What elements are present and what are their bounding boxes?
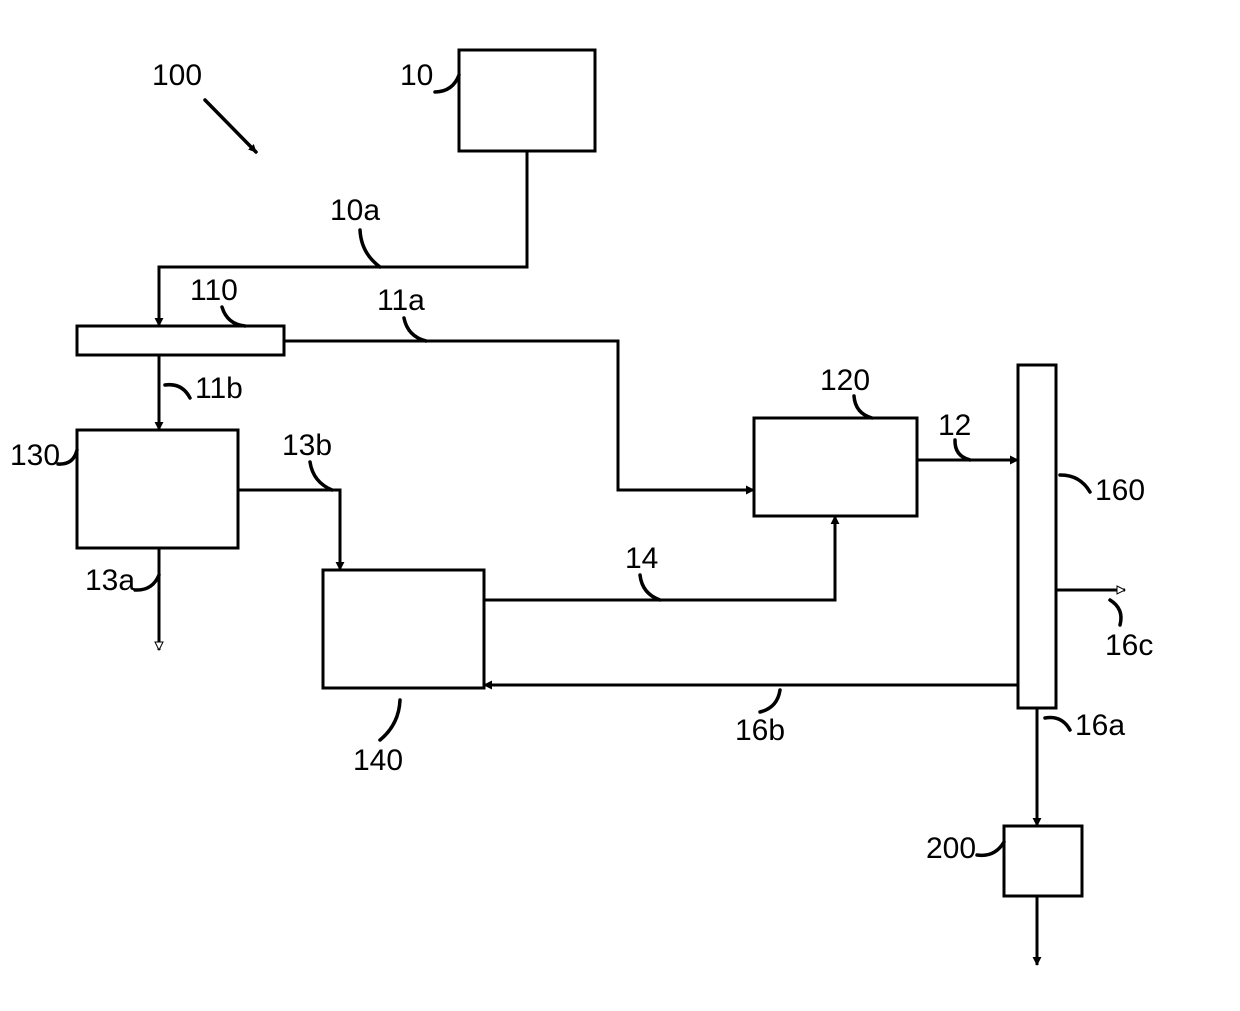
label-l13b: 13b [282,429,332,462]
node-n200 [1004,826,1082,896]
label-l16c: 16c [1105,629,1153,662]
label-l14: 14 [625,542,658,575]
label-l100: 100 [152,59,202,92]
leader-l16a [1045,717,1070,730]
label-l120: 120 [820,364,870,397]
label-l200: 200 [926,832,976,865]
leader-l110 [222,307,245,326]
node-n120 [754,418,917,516]
leader-l12 [955,440,970,460]
leader-l16b [760,690,780,712]
label-l16b: 16b [735,714,785,747]
leader-l120 [854,396,872,418]
label-l110: 110 [190,274,238,307]
label-l13a: 13a [85,564,135,597]
node-n160 [1018,365,1056,708]
leader-l100 [205,100,256,152]
label-l12: 12 [938,409,971,442]
node-n130 [77,430,238,548]
leader-l130 [58,450,77,464]
leader-l13b [310,462,332,490]
leader-l13a [135,575,159,590]
label-l160: 160 [1095,474,1145,507]
leader-l10 [435,75,459,92]
label-l10a: 10a [330,194,380,227]
node-n110 [77,326,284,355]
label-l16a: 16a [1075,709,1125,742]
node-n10 [459,50,595,151]
label-l140: 140 [353,744,403,777]
edge-e11a [284,341,754,490]
edge-e14 [484,516,835,600]
nodes-layer [77,50,1082,896]
leader-l10a [360,230,380,267]
label-l11b: 11b [195,372,243,405]
node-n140 [323,570,484,688]
leader-l11b [165,385,190,398]
leader-l160 [1060,475,1090,492]
leader-l200 [977,842,1004,855]
edge-e13b [238,490,340,570]
leader-l11a [404,318,426,341]
labels-layer: 100 10 10a 110 11a 11b 130 13b 13a 140 14 120 12 160 1… [10,59,1153,865]
leader-l140 [380,700,400,740]
label-l130: 130 [10,439,60,472]
label-l10: 10 [400,59,433,92]
leader-l16c [1110,600,1121,625]
label-l11a: 11a [377,284,425,317]
diagram-canvas: 100 10 10a 110 11a 11b 130 13b 13a 140 14 120 12 160 1… [0,0,1240,1011]
leader-l14 [640,575,660,600]
